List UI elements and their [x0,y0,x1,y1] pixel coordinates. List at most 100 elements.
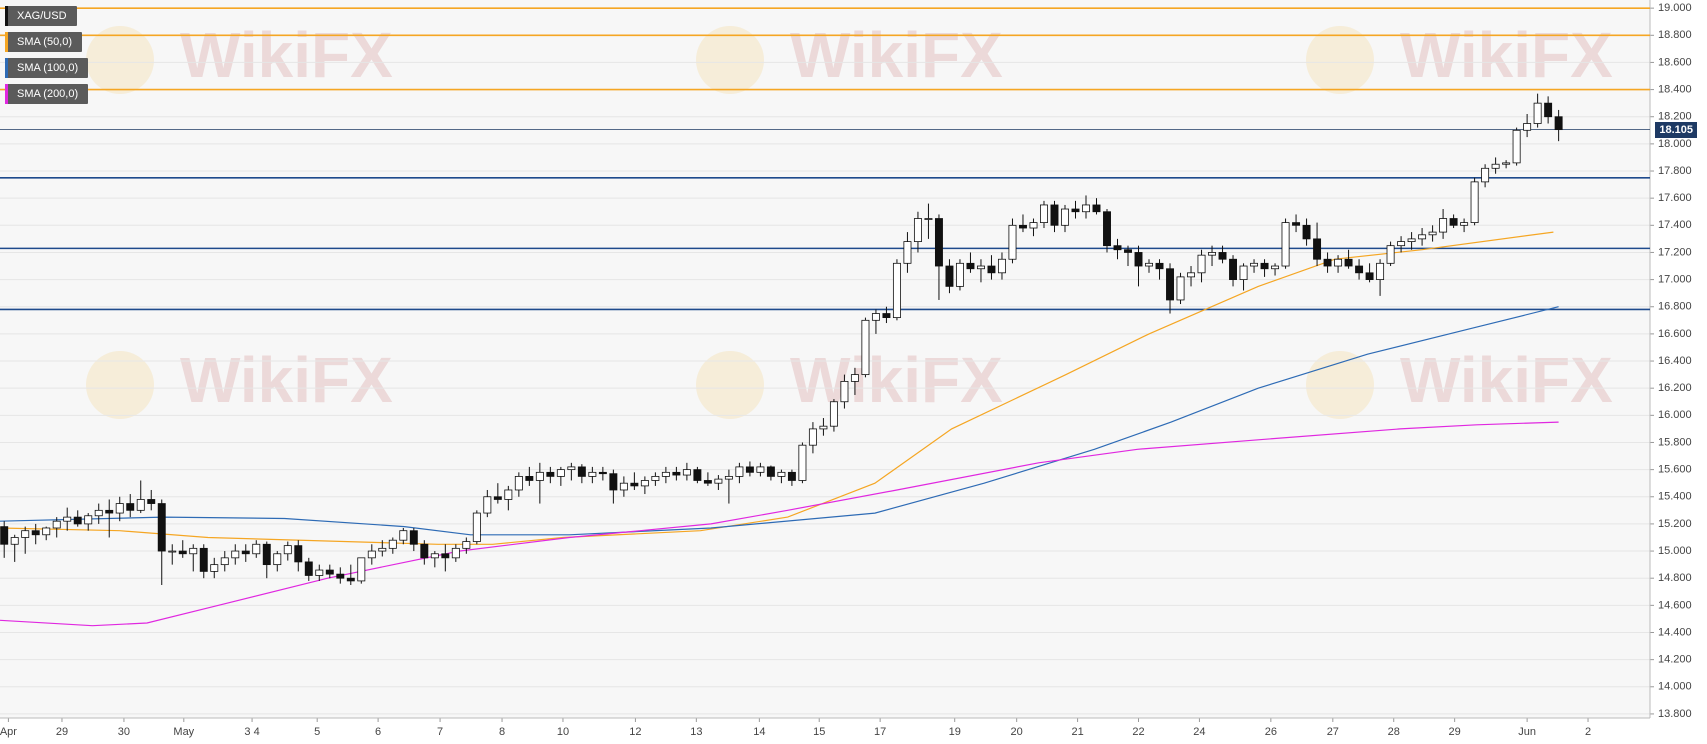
candle-body [1134,252,1143,267]
candle-body [1239,265,1248,280]
x-tick-label: 13 [690,726,702,738]
candle-body [1302,224,1311,240]
watermark-logo [86,351,154,419]
x-tick-label: 8 [499,726,505,738]
candle-body [273,553,282,566]
legend-label: SMA (50,0) [17,36,73,48]
y-tick-label: 15.800 [1658,436,1692,448]
candle-body [1470,181,1479,223]
y-tick-label: 17.600 [1658,192,1692,204]
candle-body [693,469,702,481]
x-tick-label: 22 [1132,726,1144,738]
candle-body [199,547,208,572]
candle-body [556,469,565,477]
candle-body [42,527,51,536]
x-tick-label: 3 4 [244,726,259,738]
candle-body [1323,258,1332,267]
candle-body [1271,265,1280,270]
candle-body [147,499,156,504]
candle-body [493,496,502,500]
candle-body [966,262,975,270]
y-tick-label: 14.000 [1658,681,1692,693]
candle-body [472,512,481,542]
candle-body [745,466,754,473]
x-tick-label: 6 [375,726,381,738]
candle-body [21,530,30,538]
last-price-tag: 18.105 [1655,121,1697,138]
candle-body [231,550,240,559]
candle-body [430,553,439,559]
candle-body [262,543,271,566]
candle-body [1386,245,1395,264]
candle-body [850,374,859,382]
candle-body [115,503,124,514]
candle-body [819,425,828,430]
candle-body [1292,222,1301,226]
candle-body [304,561,313,576]
sma-line [0,231,1554,545]
legend-swatch [5,6,8,26]
candle-body [987,265,996,274]
candle-body [535,471,544,481]
candle-body [1281,222,1290,267]
y-tick-label: 17.800 [1658,165,1692,177]
candle-body [913,218,922,242]
sma-line [0,306,1559,536]
x-tick-label: 19 [949,726,961,738]
candle-body [1040,204,1048,223]
candle-body [210,564,219,572]
candle-body [1145,262,1153,267]
candle-body [672,471,681,476]
candle-body [1197,254,1206,274]
candle-body [1533,102,1542,124]
y-tick-label: 15.400 [1658,491,1692,503]
candle-body [787,471,796,481]
y-tick-label: 14.400 [1658,626,1692,638]
candle-body [1103,211,1111,247]
candle-body [1071,208,1080,213]
legend-label: XAG/USD [17,10,67,22]
candle-body [735,466,744,477]
candle-body [420,543,429,559]
candle-body [409,530,418,545]
candle-body [567,466,576,471]
candle-body [1428,231,1437,236]
candle-body [619,482,628,491]
candle-body [252,543,261,555]
x-tick-label: Apr [0,726,17,738]
candle-body [1481,167,1490,183]
candle-body [346,577,355,582]
candle-body [325,569,334,575]
candle-body [1208,252,1217,256]
candle-body [1397,241,1406,247]
x-tick-label: 28 [1388,726,1400,738]
x-tick-label: 27 [1327,726,1339,738]
candle-body [798,444,807,481]
candle-body [1250,262,1259,267]
candle-body [1155,262,1164,270]
y-tick-label: 14.800 [1658,572,1692,584]
candle-body [1334,258,1343,267]
y-tick-label: 16.400 [1658,355,1692,367]
legend-swatch [5,84,8,104]
candle-body [1260,262,1269,270]
y-tick-label: 17.200 [1658,246,1692,258]
candle-body [1407,238,1416,242]
candle-body [10,537,19,545]
candle-body [945,265,954,287]
x-tick-label: 24 [1193,726,1205,738]
candle-body [157,503,166,552]
legend-item: SMA (100,0) [5,58,89,78]
y-tick-label: 17.400 [1658,219,1692,231]
watermark: WikiFX [180,19,393,91]
candle-body [1218,252,1227,260]
candle-body [1187,272,1195,278]
y-tick-label: 15.600 [1658,464,1692,476]
sma-line [0,421,1559,627]
candle-body [504,489,513,500]
x-tick-label: 30 [118,726,130,738]
candle-body [0,526,9,545]
x-tick-label: 12 [629,726,641,738]
y-tick-label: 18.800 [1658,29,1692,41]
candle-body [1092,204,1101,213]
